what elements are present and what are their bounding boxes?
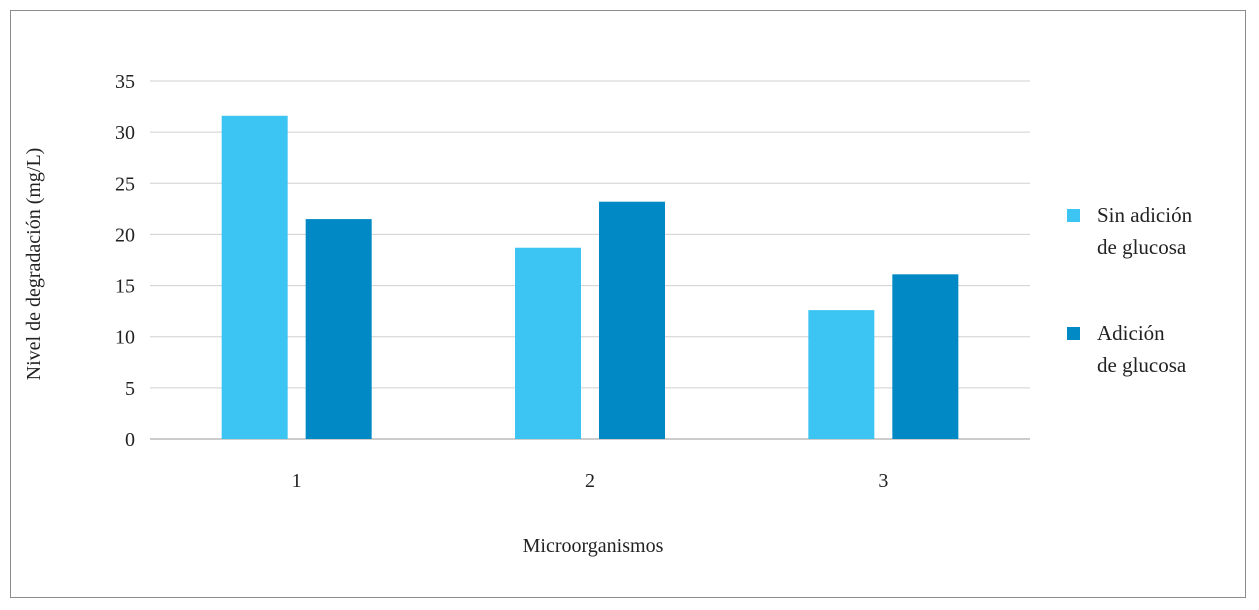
y-tick-label: 5 (125, 378, 135, 400)
legend-label: Adición (1097, 321, 1165, 345)
y-tick-label: 20 (115, 224, 135, 246)
y-tick-label: 30 (115, 122, 135, 144)
y-tick-label: 0 (125, 429, 135, 451)
x-tick-label: 3 (878, 470, 888, 492)
y-tick-label: 15 (115, 276, 135, 298)
bar-1-2 (515, 247, 581, 439)
bars (221, 115, 959, 439)
y-tick-label: 10 (115, 327, 135, 349)
bar-2-1 (305, 219, 372, 439)
bar-2-2 (599, 201, 665, 439)
legend-swatch (1067, 327, 1080, 340)
legend: Sin adición de glucosa Adición de glucosa (1067, 203, 1193, 377)
bar-1-3 (808, 310, 875, 439)
y-tick-label: 25 (115, 173, 135, 195)
x-tick-label: 2 (585, 470, 595, 492)
x-tick-label: 1 (292, 470, 302, 492)
bar-2-3 (892, 274, 959, 439)
legend-label: Sin adición (1097, 203, 1193, 227)
gridlines (150, 80, 1030, 440)
legend-label: de glucosa (1097, 353, 1187, 377)
x-axis-title: Microorganismos (523, 535, 664, 557)
y-tick-label: 35 (115, 71, 135, 93)
legend-label: de glucosa (1097, 235, 1187, 259)
x-tick-labels: 1 2 3 (292, 470, 889, 492)
bar-1-1 (221, 115, 288, 439)
y-tick-labels: 0 5 10 15 20 25 30 35 (115, 71, 135, 451)
y-axis-title: Nivel de degradación (mg/L) (23, 148, 45, 381)
legend-swatch (1067, 209, 1080, 222)
